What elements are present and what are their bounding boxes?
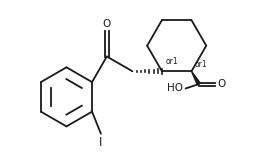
Text: or1: or1 <box>195 60 207 69</box>
Text: HO: HO <box>167 83 184 93</box>
Text: O: O <box>103 19 111 29</box>
Text: I: I <box>99 136 103 149</box>
Text: or1: or1 <box>165 57 178 66</box>
Polygon shape <box>191 71 200 85</box>
Text: O: O <box>217 79 226 89</box>
